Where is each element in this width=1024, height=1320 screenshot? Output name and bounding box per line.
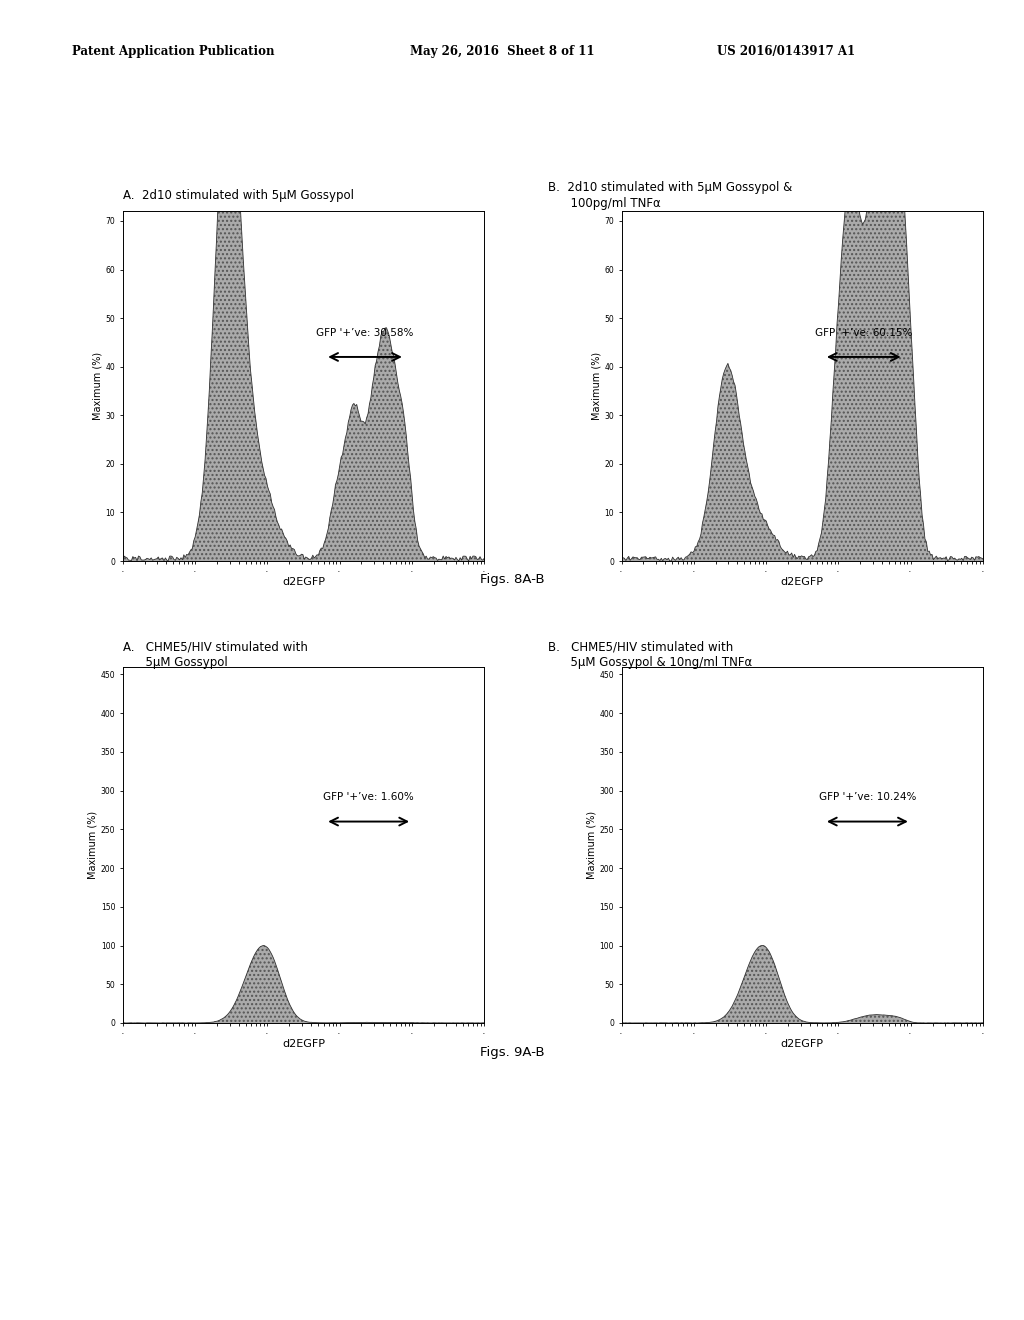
Y-axis label: Maximum (%): Maximum (%) <box>93 352 102 420</box>
Text: GFP '+’ve: 60.15%: GFP '+’ve: 60.15% <box>815 327 912 338</box>
Text: US 2016/0143917 A1: US 2016/0143917 A1 <box>717 45 855 58</box>
Text: 100pg/ml TNFα: 100pg/ml TNFα <box>548 197 660 210</box>
X-axis label: d2EGFP: d2EGFP <box>781 577 824 586</box>
Text: A.   CHME5/HIV stimulated with: A. CHME5/HIV stimulated with <box>123 640 308 653</box>
Y-axis label: Maximum (%): Maximum (%) <box>587 810 597 879</box>
Text: GFP '+’ve: 30.58%: GFP '+’ve: 30.58% <box>316 327 414 338</box>
Text: Figs. 9A-B: Figs. 9A-B <box>479 1045 545 1059</box>
Text: B.   CHME5/HIV stimulated with: B. CHME5/HIV stimulated with <box>548 640 733 653</box>
Y-axis label: Maximum (%): Maximum (%) <box>88 810 98 879</box>
X-axis label: d2EGFP: d2EGFP <box>781 1039 824 1048</box>
Text: May 26, 2016  Sheet 8 of 11: May 26, 2016 Sheet 8 of 11 <box>410 45 594 58</box>
Text: B.  2d10 stimulated with 5μM Gossypol &: B. 2d10 stimulated with 5μM Gossypol & <box>548 181 793 194</box>
Text: 5μM Gossypol: 5μM Gossypol <box>123 656 227 669</box>
X-axis label: d2EGFP: d2EGFP <box>282 1039 325 1048</box>
Text: Figs. 8A-B: Figs. 8A-B <box>479 573 545 586</box>
Text: Patent Application Publication: Patent Application Publication <box>72 45 274 58</box>
Text: A.  2d10 stimulated with 5μM Gossypol: A. 2d10 stimulated with 5μM Gossypol <box>123 189 354 202</box>
Text: GFP '+’ve: 1.60%: GFP '+’ve: 1.60% <box>324 792 414 803</box>
Y-axis label: Maximum (%): Maximum (%) <box>592 352 601 420</box>
X-axis label: d2EGFP: d2EGFP <box>282 577 325 586</box>
Text: 5μM Gossypol & 10ng/ml TNFα: 5μM Gossypol & 10ng/ml TNFα <box>548 656 752 669</box>
Text: GFP '+’ve: 10.24%: GFP '+’ve: 10.24% <box>819 792 916 803</box>
